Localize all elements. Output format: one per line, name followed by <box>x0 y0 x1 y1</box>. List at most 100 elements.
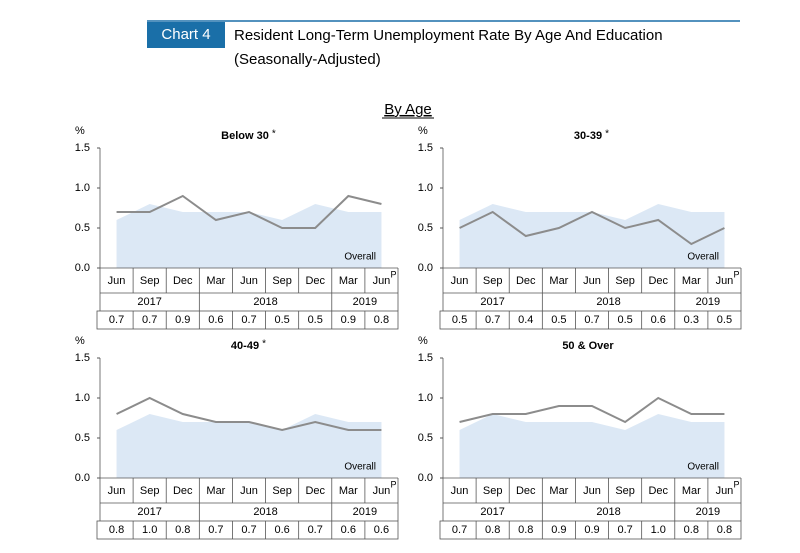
x-tick-label: Jun <box>451 275 469 287</box>
series-label: Overall <box>344 462 376 473</box>
x-tick-label: Sep <box>272 275 292 287</box>
value-label: 0.6 <box>374 524 389 536</box>
value-label: 0.6 <box>274 524 289 536</box>
x-tick-label: Dec <box>516 275 536 287</box>
x-tick-label: Dec <box>648 485 668 497</box>
year-label: 2019 <box>696 296 720 308</box>
x-tick-label: Jun <box>451 485 469 497</box>
panel-title: 30-39 <box>574 130 602 142</box>
chart-title: Resident Long-Term Unemployment Rate By … <box>234 27 663 44</box>
value-label: 0.7 <box>208 524 223 536</box>
x-tick-label: Jun <box>583 485 601 497</box>
value-label: 0.6 <box>208 314 223 326</box>
chart-label: Chart 4 <box>161 26 210 43</box>
header-box <box>147 22 225 48</box>
y-unit: % <box>75 335 85 347</box>
value-label: 0.9 <box>551 524 566 536</box>
value-label: 0.8 <box>109 524 124 536</box>
x-tick-label: Dec <box>516 485 536 497</box>
x-tick-label: Mar <box>549 275 568 287</box>
value-label: 0.8 <box>485 524 500 536</box>
line <box>116 396 382 432</box>
y-tick-label: 0.0 <box>75 472 90 484</box>
value-label: 0.9 <box>341 314 356 326</box>
value-label: 1.0 <box>142 524 157 536</box>
y-tick-label: 1.5 <box>418 142 433 154</box>
x-tick-label: Dec <box>305 275 325 287</box>
x-tick-label: Dec <box>173 485 193 497</box>
x-tick-label: Mar <box>682 275 701 287</box>
value-row <box>96 310 399 330</box>
y-tick-label: 1.0 <box>418 392 433 404</box>
value-row <box>96 520 399 540</box>
value-row <box>439 310 742 330</box>
x-tick-label: Jun <box>716 275 734 287</box>
year-label: 2019 <box>353 506 377 518</box>
x-tick-label: Mar <box>339 485 358 497</box>
year-label: 2018 <box>253 296 277 308</box>
x-tick-label: Jun <box>240 485 258 497</box>
year-label: 2017 <box>480 296 504 308</box>
value-label: 0.5 <box>274 314 289 326</box>
x-tick-label: Jun <box>240 275 258 287</box>
y-tick-label: 1.5 <box>418 352 433 364</box>
x-tick-label: Sep <box>615 485 635 497</box>
panel-title: 40-49 <box>231 340 259 352</box>
chart-subtitle: (Seasonally-Adjusted) <box>234 51 381 68</box>
year-label: 2018 <box>253 506 277 518</box>
line <box>459 210 725 246</box>
value-label: 0.8 <box>175 524 190 536</box>
x-tick-label: Jun <box>108 275 126 287</box>
provisional-marker: P <box>390 269 396 279</box>
value-label: 0.7 <box>584 314 599 326</box>
value-label: 1.0 <box>651 524 666 536</box>
year-label: 2017 <box>137 506 161 518</box>
y-unit: % <box>418 335 428 347</box>
y-tick-label: 0.0 <box>418 262 433 274</box>
value-label: 0.7 <box>485 314 500 326</box>
title-marker: * <box>605 129 609 140</box>
value-label: 0.5 <box>308 314 323 326</box>
value-label: 0.5 <box>551 314 566 326</box>
y-tick-label: 1.5 <box>75 352 90 364</box>
series-label: Overall <box>687 462 719 473</box>
area <box>116 414 382 478</box>
panel-title: Below 30 <box>221 130 269 142</box>
line <box>116 194 382 229</box>
series-label: Overall <box>344 252 376 263</box>
y-tick-label: 0.5 <box>418 222 433 234</box>
value-label: 0.5 <box>452 314 467 326</box>
y-tick-label: 0.0 <box>418 472 433 484</box>
x-tick-label: Jun <box>583 275 601 287</box>
x-tick-label: Sep <box>615 275 635 287</box>
value-label: 0.4 <box>518 314 533 326</box>
value-label: 0.8 <box>717 524 732 536</box>
x-tick-label: Sep <box>140 485 160 497</box>
year-label: 2019 <box>353 296 377 308</box>
x-tick-label: Mar <box>206 485 225 497</box>
x-tick-label: Mar <box>549 485 568 497</box>
value-label: 0.5 <box>717 314 732 326</box>
line <box>459 396 725 424</box>
value-label: 0.7 <box>617 524 632 536</box>
value-label: 0.7 <box>109 314 124 326</box>
value-label: 0.7 <box>241 314 256 326</box>
title-marker: * <box>262 339 266 350</box>
value-label: 0.8 <box>684 524 699 536</box>
x-tick-label: Sep <box>140 275 160 287</box>
provisional-marker: P <box>733 479 739 489</box>
area <box>459 414 725 478</box>
x-tick-label: Dec <box>648 275 668 287</box>
x-tick-label: Jun <box>373 485 391 497</box>
value-label: 0.7 <box>142 314 157 326</box>
year-label: 2019 <box>696 506 720 518</box>
area <box>459 204 725 268</box>
y-tick-label: 0.5 <box>75 222 90 234</box>
x-tick-label: Mar <box>339 275 358 287</box>
x-tick-label: Sep <box>483 485 503 497</box>
value-label: 0.9 <box>584 524 599 536</box>
x-tick-label: Mar <box>682 485 701 497</box>
value-label: 0.7 <box>452 524 467 536</box>
year-label: 2017 <box>137 296 161 308</box>
value-label: 0.8 <box>374 314 389 326</box>
